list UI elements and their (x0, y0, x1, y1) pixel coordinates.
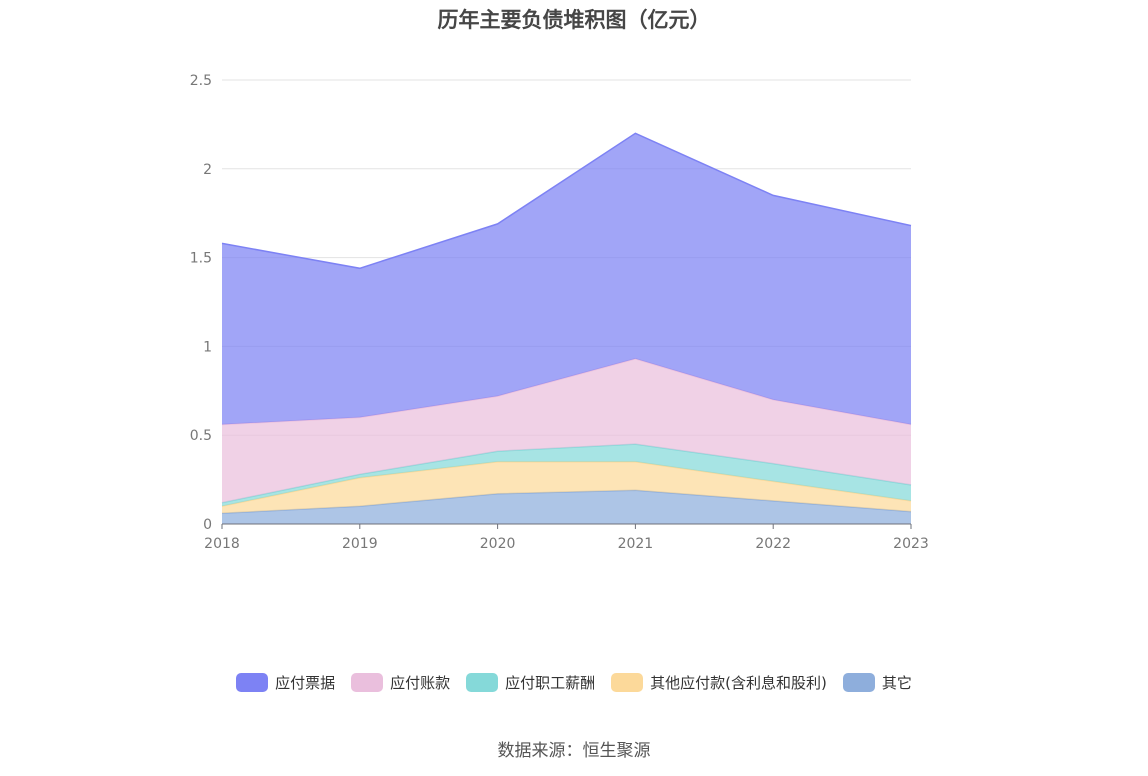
chart-title: 历年主要负债堆积图（亿元） (437, 8, 711, 32)
legend-swatch (351, 673, 384, 692)
x-tick-label: 2021 (618, 536, 654, 552)
y-tick-label: 0 (203, 517, 212, 533)
area-series (222, 133, 911, 425)
legend-label: 其他应付款(含利息和股利) (650, 674, 827, 692)
y-tick-label: 2.5 (190, 73, 212, 89)
legend-item[interactable]: 应付职工薪酬 (466, 672, 595, 693)
data-source: 数据来源：恒生聚源 (497, 741, 651, 761)
area-series (222, 358, 911, 503)
x-tick-label: 2022 (755, 536, 791, 552)
chart-legend: 应付票据 应付账款 应付职工薪酬 其他应付款(含利息和股利) 其它 (0, 672, 1148, 693)
x-tick-label: 2020 (480, 536, 516, 552)
y-tick-label: 1.5 (190, 251, 212, 267)
legend-item[interactable]: 应付账款 (351, 672, 450, 693)
area-series (222, 461, 911, 514)
legend-label: 应付账款 (390, 674, 451, 692)
chart-plot: 0 0.5 1 1.5 2 2.5 2018 2019 2020 2021 2022 2023 (190, 73, 929, 552)
legend-swatch (611, 673, 644, 692)
legend-label: 其它 (881, 674, 912, 692)
legend-swatch (842, 673, 875, 692)
x-tick-label: 2023 (893, 536, 929, 552)
y-tick-label: 0.5 (190, 428, 212, 444)
legend-swatch (236, 673, 269, 692)
x-tick-label: 2018 (204, 536, 240, 552)
x-tick-label: 2019 (342, 536, 378, 552)
legend-item[interactable]: 其它 (842, 672, 912, 693)
y-tick-label: 1 (203, 339, 212, 355)
area-series (222, 444, 911, 507)
legend-item[interactable]: 应付票据 (236, 672, 335, 693)
legend-swatch (466, 673, 499, 692)
legend-item[interactable]: 其他应付款(含利息和股利) (611, 672, 827, 693)
y-tick-label: 2 (203, 162, 212, 178)
legend-label: 应付职工薪酬 (505, 674, 596, 692)
series-line (221, 132, 912, 270)
legend-label: 应付票据 (275, 674, 336, 692)
